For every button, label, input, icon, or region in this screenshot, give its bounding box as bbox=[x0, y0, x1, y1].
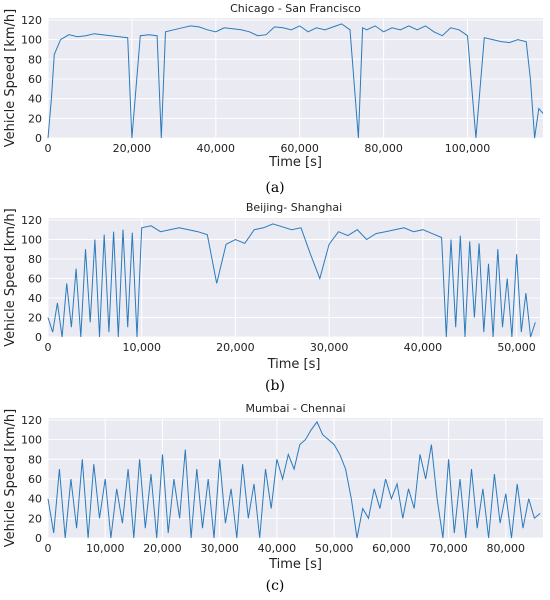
chart-c: 0 20 40 60 80 100 120 0 10,000 20,000 30,000 40,000… bbox=[3, 402, 543, 572]
y-axis-label: Vehicle Speed [km/h] bbox=[3, 409, 18, 547]
y-tick-label: 20 bbox=[28, 512, 42, 525]
x-tick-label: 30,000 bbox=[310, 341, 349, 354]
y-tick-label: 0 bbox=[35, 331, 42, 344]
y-tick-label: 80 bbox=[28, 53, 42, 66]
x-axis-label: Time [s] bbox=[268, 557, 322, 572]
y-tick-label: 20 bbox=[28, 112, 42, 125]
chart-title: Chicago - San Francisco bbox=[230, 2, 361, 15]
x-tick-label: 0 bbox=[45, 142, 52, 155]
x-tick-label: 10,000 bbox=[122, 341, 161, 354]
panel-b: 0 20 40 60 80 100 120 0 10,000 20,000 30,000 40,000… bbox=[0, 200, 550, 400]
chart-title: Mumbai - Chennai bbox=[245, 402, 345, 415]
x-tick-label: 0 bbox=[45, 542, 52, 555]
y-tick-label: 0 bbox=[35, 532, 42, 545]
x-tick-label: 60,000 bbox=[280, 142, 319, 155]
series-line bbox=[47, 223, 536, 338]
y-tick-label: 120 bbox=[21, 414, 42, 427]
y-tick-label: 60 bbox=[28, 473, 42, 486]
series-line bbox=[47, 23, 544, 139]
x-tick-label: 0 bbox=[45, 341, 52, 354]
y-tick-label: 60 bbox=[28, 73, 42, 86]
x-tick-label: 80,000 bbox=[487, 542, 526, 555]
x-tick-label: 50,000 bbox=[497, 341, 536, 354]
y-tick-label: 80 bbox=[28, 253, 42, 266]
x-tick-label: 40,000 bbox=[404, 341, 443, 354]
x-axis-label: Time [s] bbox=[268, 155, 322, 170]
y-tick-label: 100 bbox=[21, 34, 42, 47]
y-axis-label: Vehicle Speed [km/h] bbox=[3, 208, 18, 346]
y-tick-label: 80 bbox=[28, 453, 42, 466]
x-tick-label: 30,000 bbox=[200, 542, 239, 555]
y-tick-label: 20 bbox=[28, 311, 42, 324]
y-tick-label: 40 bbox=[28, 292, 42, 305]
chart-b: 0 20 40 60 80 100 120 0 10,000 20,000 30,000 40,000… bbox=[3, 201, 540, 372]
y-axis-label: Vehicle Speed [km/h] bbox=[3, 9, 18, 147]
y-tick-label: 120 bbox=[21, 214, 42, 227]
chart-a: 0 20 40 60 80 100 120 0 20,000 40,000 60,000 80,000… bbox=[3, 2, 544, 170]
y-tick-label: 120 bbox=[21, 14, 42, 27]
y-tick-label: 40 bbox=[28, 93, 42, 106]
panel-a: 0 20 40 60 80 100 120 0 20,000 40,000 60,000 80,000… bbox=[0, 0, 550, 200]
y-tick-label: 40 bbox=[28, 493, 42, 506]
panel-c: 0 20 40 60 80 100 120 0 10,000 20,000 30,000 40,000… bbox=[0, 400, 550, 600]
y-tick-label: 100 bbox=[21, 233, 42, 246]
y-tick-label: 60 bbox=[28, 272, 42, 285]
x-tick-label: 50,000 bbox=[315, 542, 354, 555]
x-tick-label: 70,000 bbox=[429, 542, 468, 555]
chart-title: Beijing- Shanghai bbox=[246, 201, 342, 214]
plot-background bbox=[48, 18, 543, 138]
panel-label-b: (b) bbox=[265, 378, 285, 394]
x-tick-label: 100,000 bbox=[445, 142, 491, 155]
y-tick-label: 0 bbox=[35, 132, 42, 145]
x-axis-label: Time [s] bbox=[267, 357, 321, 372]
x-tick-label: 20,000 bbox=[113, 142, 152, 155]
x-tick-label: 40,000 bbox=[197, 142, 236, 155]
panel-label-a: (a) bbox=[265, 180, 285, 196]
y-tick-label: 100 bbox=[21, 434, 42, 447]
x-tick-label: 60,000 bbox=[372, 542, 411, 555]
x-tick-label: 20,000 bbox=[216, 341, 255, 354]
x-tick-label: 20,000 bbox=[143, 542, 182, 555]
x-tick-label: 80,000 bbox=[364, 142, 403, 155]
series-line bbox=[47, 420, 541, 539]
panel-label-c: (c) bbox=[265, 578, 285, 594]
x-tick-label: 40,000 bbox=[258, 542, 297, 555]
x-tick-label: 10,000 bbox=[86, 542, 125, 555]
